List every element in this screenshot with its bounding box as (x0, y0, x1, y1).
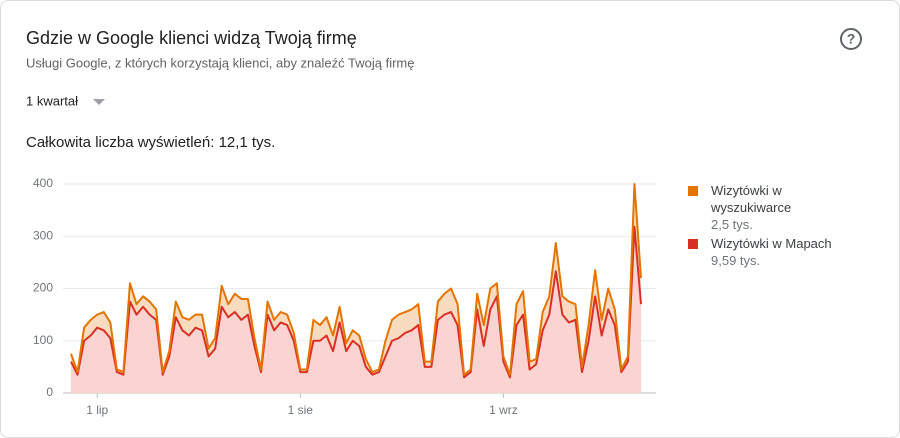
title: Gdzie w Google klienci widzą Twoją firmę (26, 28, 357, 48)
dropdown-arrow[interactable] (93, 99, 105, 105)
help-icon[interactable]: ? (840, 28, 862, 50)
period-selector[interactable]: 1 kwartał (26, 93, 105, 108)
plot: 0 100 200 300 400 1 lip 1 sie 1 wrz (33, 176, 656, 417)
legend-total: 2,5 tys. (711, 217, 753, 232)
y-tick-label: 0 (46, 385, 53, 399)
y-tick-label: 300 (33, 228, 53, 242)
x-tick-label: 1 sie (288, 403, 314, 417)
y-tick-label: 400 (33, 176, 53, 190)
x-tick-label: 1 wrz (489, 403, 518, 417)
y-tick-label: 100 (33, 333, 53, 347)
legend-entry: Wizytówki w Mapach 9,59 tys. (711, 235, 836, 269)
series-line (70, 225, 642, 379)
legend-swatch (688, 239, 698, 249)
period[interactable]: 1 kwartał (26, 93, 78, 108)
x-tick-label: 1 lip (86, 403, 108, 417)
help-mark[interactable]: ? (847, 31, 856, 47)
legend-total: 9,59 tys. (711, 253, 761, 268)
y-tick-label: 200 (33, 281, 53, 295)
legend-name: Wizytówki w wyszukiwarce (711, 183, 792, 215)
series-line (70, 183, 642, 376)
help-circle[interactable] (840, 28, 862, 50)
legend-name: Wizytówki w Mapach (711, 236, 832, 251)
legend-entry: Wizytówki w wyszukiwarce 2,5 tys. (711, 182, 836, 233)
total: Całkowita liczba wyświetleń: 12,1 tys. (26, 134, 275, 151)
legend-swatch (688, 186, 698, 196)
subtitle: Usługi Google, z których korzystają klie… (26, 55, 414, 70)
